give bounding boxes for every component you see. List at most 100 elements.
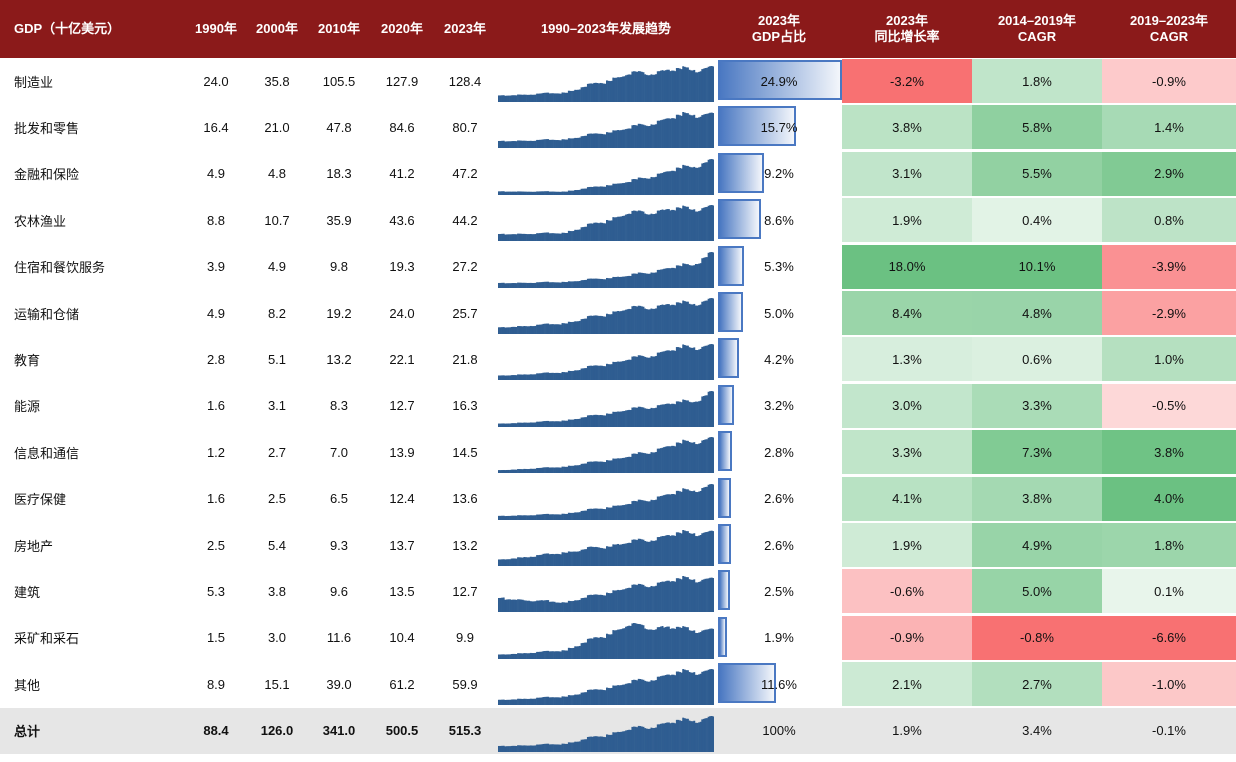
sparkline-bar (664, 70, 667, 102)
sparkline-bar (653, 74, 656, 102)
sparkline-bar (528, 469, 531, 474)
sparkline-bar (620, 130, 623, 149)
sparkline-bar (620, 183, 623, 195)
sparkline-bar (558, 651, 561, 659)
sparkline-bar (667, 626, 670, 659)
sparkline-bar (577, 138, 580, 149)
sparkline-bar (526, 326, 529, 334)
sparkline-bar (650, 586, 653, 613)
sparkline-bar (566, 372, 569, 381)
sparkline-bar (660, 404, 662, 427)
table-row: 采矿和采石 1.5 3.0 11.6 10.4 9.9 1.9% -0.9% -0.8% -6.6… (0, 615, 1236, 661)
share-bar (718, 338, 739, 379)
sparkline-bar (547, 696, 550, 706)
sparkline-bar (712, 113, 714, 149)
sparkline-bar (647, 75, 650, 102)
sparkline-bar (559, 233, 562, 242)
sparkline-bar (512, 422, 515, 427)
sparkline-bar (517, 326, 519, 334)
sparkline-bar (509, 141, 512, 149)
sparkline-bar (566, 467, 569, 474)
sparkline-bar (566, 323, 569, 334)
sparkline-bar (685, 718, 688, 752)
sparkline-bar (556, 421, 559, 427)
sparkline-bar (531, 326, 534, 334)
sparkline-bar (623, 215, 626, 242)
sparkline-bar (621, 361, 624, 381)
gdp-value-2023: 13.2 (452, 537, 478, 553)
sparkline-bar (539, 281, 542, 288)
sparkline-bar (575, 646, 578, 659)
sparkline-bar (531, 601, 534, 613)
sparkline-bar (677, 207, 680, 242)
sparkline-bar (532, 326, 535, 334)
sparkline-bar (672, 210, 675, 242)
sparkline-bar (559, 93, 562, 102)
sparkline-bar (639, 538, 642, 566)
sparkline-bar (706, 346, 708, 381)
sparkline-bar (509, 599, 512, 613)
sparkline-bar (555, 744, 558, 752)
sparkline-bar (704, 629, 707, 659)
sparkline-bar (599, 366, 602, 381)
sparkline-bar (658, 626, 661, 659)
sparkline-bar (556, 513, 559, 520)
sparkline-bar (623, 684, 626, 706)
sparkline-bar (540, 651, 543, 659)
sparkline-bar (702, 207, 705, 242)
sparkline-bar (572, 551, 575, 566)
sparkline-bar (680, 168, 683, 195)
sparkline-bar (706, 114, 708, 149)
sparkline-bar (688, 442, 691, 474)
sparkline-bar (580, 227, 583, 242)
sparkline-bar (577, 465, 580, 474)
sparkline-bar (661, 447, 664, 474)
sparkline-bar (509, 699, 512, 706)
sparkline-bar (698, 167, 701, 195)
sparkline-bar (510, 95, 513, 102)
sparkline-bar (521, 422, 524, 427)
sparkline-bar (683, 530, 686, 566)
sparkline-bar (693, 303, 696, 334)
sparkline-bar (579, 370, 581, 381)
sector-name: 信息和通信 (14, 445, 80, 461)
cagr2-cell: -2.9% (1102, 291, 1236, 335)
sparkline-bar (653, 308, 656, 334)
sparkline-bar (628, 625, 631, 659)
sparkline-bar (664, 722, 667, 752)
sparkline-bar (591, 83, 594, 102)
sparkline-bar (693, 672, 696, 706)
sparkline-bar (537, 281, 540, 288)
sparkline-bar (677, 347, 680, 381)
sparkline-bar (677, 115, 680, 149)
sparkline-bar (553, 421, 556, 427)
sparkline-bar (585, 738, 588, 752)
sparkline-bar (515, 141, 518, 149)
yoy-cell: -0.6% (842, 569, 972, 614)
sparkline-bar (656, 676, 659, 706)
sparkline-bar (629, 360, 632, 381)
sparkline-bar (707, 531, 710, 566)
sparkline-bar (572, 321, 575, 334)
sparkline-bar (567, 512, 570, 520)
sparkline-bar (505, 515, 508, 520)
sparkline-bar (539, 744, 542, 752)
sparkline-bar (537, 233, 540, 242)
sparkline-bar (501, 598, 504, 613)
sparkline-bar (574, 370, 577, 381)
sparkline-bar (702, 671, 705, 706)
sparkline-bar (599, 636, 602, 659)
sparkline-bar (634, 178, 637, 195)
yoy-cell: -3.2% (842, 59, 972, 103)
sparkline-bar (702, 579, 705, 613)
sparkline-bar (666, 267, 669, 288)
sparkline-bar (515, 515, 518, 520)
sparkline-bar (664, 535, 667, 566)
sparkline-bar (618, 411, 621, 427)
sparkline-bar (604, 508, 607, 520)
sparkline-bar (615, 544, 618, 566)
sparkline-bar (518, 744, 521, 752)
sparkline-bar (674, 675, 677, 706)
sparkline-bar (542, 600, 545, 613)
sparkline-bar (574, 189, 577, 195)
